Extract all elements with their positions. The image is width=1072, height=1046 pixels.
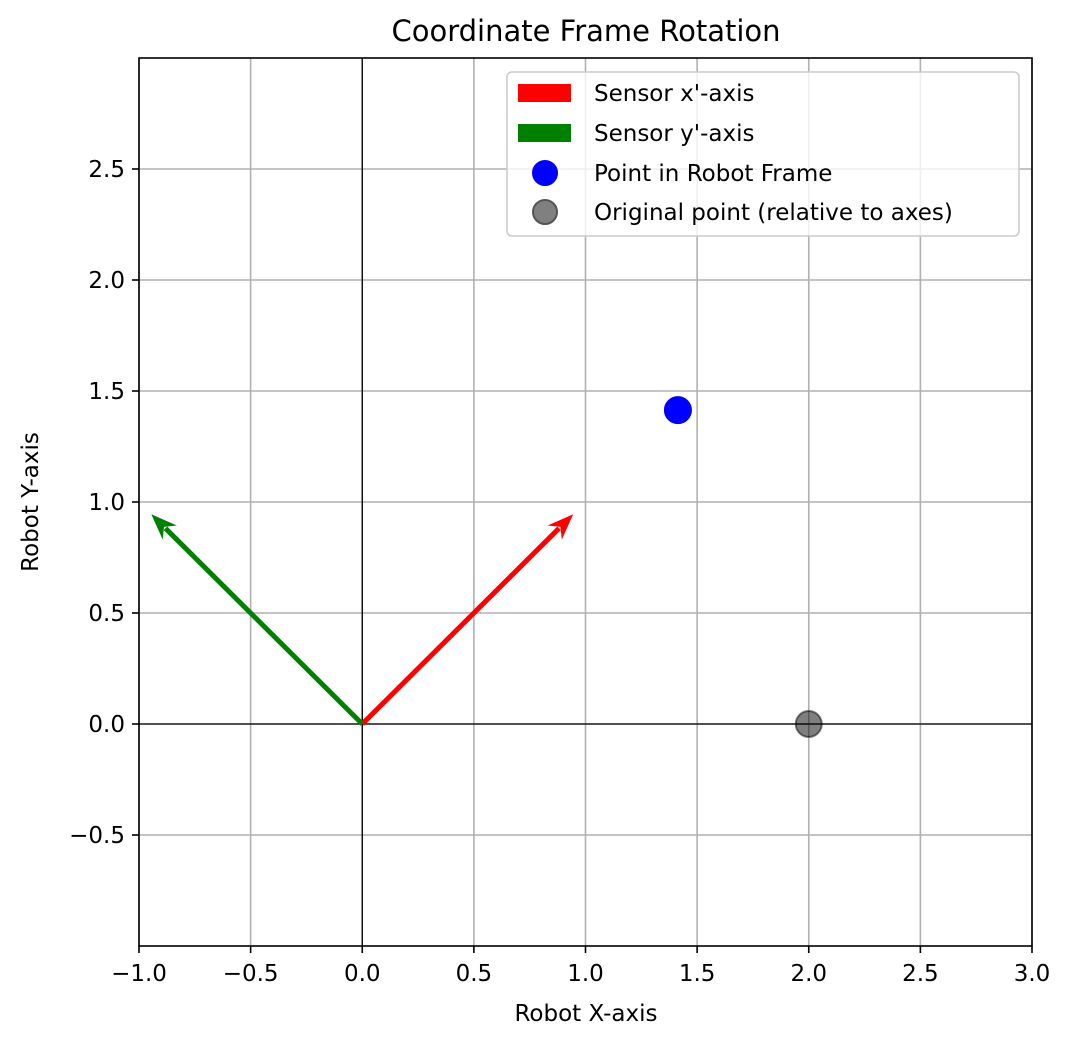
legend-label: Original point (relative to axes)	[594, 200, 953, 226]
y-axis-label: Robot Y-axis	[18, 432, 44, 572]
chart-title: Coordinate Frame Rotation	[391, 14, 780, 48]
legend-marker	[532, 160, 558, 186]
data-point-2	[794, 710, 823, 738]
y-axis-ticks: −0.5 0.0 0.5 1.0 1.5 2.0 2.5	[69, 157, 139, 849]
vector-head	[151, 514, 177, 540]
vector-arrow-1	[360, 514, 574, 726]
x-tick-label: 3.0	[1014, 961, 1051, 987]
y-tick-label: 0.0	[88, 712, 125, 738]
reference-lines	[139, 58, 1032, 946]
x-tick-label: 2.0	[790, 961, 827, 987]
y-tick-label: 1.5	[88, 379, 125, 405]
legend-entry-1: Sensor x'-axis	[518, 81, 754, 107]
x-tick-label: 1.0	[567, 961, 604, 987]
x-tick-label: 1.5	[679, 961, 716, 987]
legend-patch	[518, 84, 571, 102]
legend-label: Point in Robot Frame	[594, 161, 832, 187]
legend-entry-3: Point in Robot Frame	[532, 160, 832, 187]
legend-entries: Sensor x'-axis Sensor y'-axis Point in Rob…	[518, 81, 953, 226]
vector-head	[547, 514, 574, 540]
vector-arrow-2	[151, 514, 365, 726]
legend-label: Sensor y'-axis	[594, 121, 754, 147]
legend-patch	[518, 124, 571, 142]
x-tick-label: 0.5	[456, 961, 493, 987]
y-tick-label: 2.5	[88, 157, 125, 183]
y-tick-label: −0.5	[69, 823, 125, 849]
y-tick-label: 0.5	[88, 601, 125, 627]
x-axis-ticks: −1.0 −0.5 0.0 0.5 1.0 1.5 2.0 2.5 3.0	[111, 946, 1050, 987]
data-point-1	[663, 396, 692, 425]
x-tick-label: −1.0	[111, 961, 167, 987]
legend-marker	[532, 199, 558, 225]
vector-shaft	[163, 526, 365, 726]
legend-entry-2: Sensor y'-axis	[518, 121, 754, 147]
y-tick-label: 1.0	[88, 490, 125, 516]
x-tick-label: 0.0	[344, 961, 381, 987]
legend-label: Sensor x'-axis	[594, 81, 754, 107]
legend-box	[506, 71, 1020, 237]
x-axis-label: Robot X-axis	[514, 1001, 657, 1027]
vector-shaft	[360, 526, 561, 726]
y-tick-label: 2.0	[88, 268, 125, 294]
legend-entry-4: Original point (relative to axes)	[532, 199, 953, 226]
legend: Sensor x'-axis Sensor y'-axis Point in Rob…	[506, 71, 1020, 237]
points	[663, 396, 823, 738]
x-tick-label: 2.5	[902, 961, 939, 987]
x-tick-label: −0.5	[223, 961, 279, 987]
vectors	[151, 514, 574, 726]
